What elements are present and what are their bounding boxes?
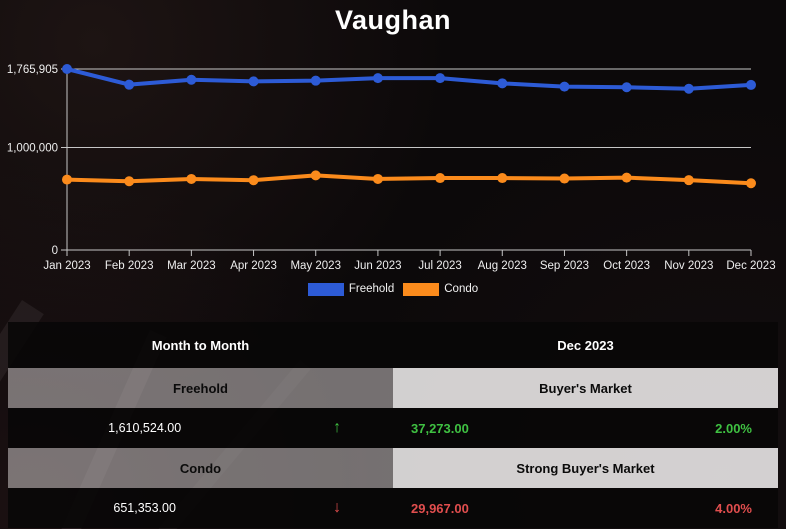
point-condo-3[interactable] — [248, 175, 259, 186]
point-condo-10[interactable] — [683, 175, 694, 186]
condo-color-swatch — [403, 282, 440, 296]
page-title: Vaughan — [334, 5, 452, 35]
point-freehold-1[interactable] — [124, 79, 135, 90]
condo-price: 651,353.00 — [113, 501, 176, 515]
point-condo-8[interactable] — [559, 173, 570, 184]
x-tick-label: Sep 2023 — [540, 260, 589, 272]
x-tick-label: Jun 2023 — [354, 260, 401, 272]
condo-data-row: 651,353.00 ↓ 29,967.00 4.00% — [8, 488, 778, 528]
freehold-data-row: 1,610,524.00 ↑ 37,273.00 2.00% — [8, 408, 778, 448]
point-freehold-11[interactable] — [746, 79, 756, 90]
x-tick-label: Nov 2023 — [664, 260, 713, 272]
point-condo-7[interactable] — [497, 173, 508, 184]
x-tick-label: Oct 2023 — [603, 260, 650, 272]
legend-item-condo[interactable]: Condo — [403, 282, 479, 296]
y-tick-label: 0 — [52, 245, 58, 257]
point-freehold-9[interactable] — [621, 82, 632, 93]
market-status-freehold: Buyer's Market — [393, 368, 778, 408]
category-label-freehold: Freehold — [8, 368, 393, 408]
table-header-row: Month to Month Dec 2023 — [8, 322, 778, 368]
legend-label-condo: Condo — [444, 283, 479, 295]
freehold-price: 1,610,524.00 — [108, 421, 182, 435]
point-freehold-6[interactable] — [435, 73, 446, 84]
x-tick-label: Apr 2023 — [230, 260, 277, 272]
point-freehold-3[interactable] — [248, 76, 259, 87]
point-condo-11[interactable] — [746, 178, 756, 189]
point-condo-4[interactable] — [310, 170, 321, 181]
point-freehold-5[interactable] — [372, 73, 383, 84]
point-condo-2[interactable] — [186, 173, 197, 184]
legend-label-freehold: Freehold — [348, 283, 395, 295]
market-status-condo: Strong Buyer's Market — [393, 448, 778, 488]
x-tick-label: Dec 2023 — [726, 260, 775, 272]
header-month-to-month: Month to Month — [151, 337, 250, 353]
header-current-month: Dec 2023 — [557, 337, 614, 353]
point-freehold-8[interactable] — [559, 81, 570, 92]
line-condo — [65, 173, 753, 186]
y-tick-label: 1,000,000 — [7, 143, 58, 155]
condo-change-amount: 29,967.00 — [411, 500, 469, 516]
chart-legend: Freehold Condo — [0, 279, 786, 299]
freehold-category-row: Freehold Buyer's Market — [8, 368, 778, 408]
down-arrow-icon: ↓ — [333, 499, 342, 516]
point-condo-1[interactable] — [124, 176, 135, 187]
y-tick-label: 1,765,905 — [7, 64, 58, 76]
x-tick-label: May 2023 — [290, 260, 341, 272]
point-condo-9[interactable] — [621, 172, 632, 183]
x-tick-label: Jan 2023 — [43, 260, 90, 272]
point-condo-6[interactable] — [435, 173, 446, 184]
freehold-change-percent: 2.00% — [715, 420, 752, 436]
point-freehold-7[interactable] — [497, 78, 508, 89]
point-condo-5[interactable] — [372, 173, 383, 184]
month-to-month-table: Month to Month Dec 2023 Freehold Buyer's… — [8, 322, 778, 528]
point-freehold-4[interactable] — [310, 75, 321, 86]
line-freehold — [65, 67, 753, 91]
freehold-change-amount: 37,273.00 — [411, 420, 469, 436]
condo-change-percent: 4.00% — [715, 500, 752, 516]
x-tick-label: Jul 2023 — [418, 260, 461, 272]
freehold-color-swatch — [307, 282, 344, 296]
point-freehold-0[interactable] — [62, 64, 72, 74]
point-freehold-2[interactable] — [186, 74, 197, 85]
condo-category-row: Condo Strong Buyer's Market — [8, 448, 778, 488]
x-tick-label: Feb 2023 — [105, 260, 154, 272]
point-freehold-10[interactable] — [683, 83, 694, 94]
up-arrow-icon: ↑ — [333, 419, 342, 436]
price-trend-chart[interactable]: 1,765,905 1,000,000 0 Jan 2023 Feb 2023 Mar 2… — [0, 50, 786, 280]
point-condo-0[interactable] — [62, 174, 72, 185]
x-tick-label: Mar 2023 — [167, 260, 216, 272]
category-label-condo: Condo — [8, 448, 393, 488]
legend-item-freehold[interactable]: Freehold — [307, 282, 395, 296]
x-tick-label: Aug 2023 — [478, 260, 527, 272]
